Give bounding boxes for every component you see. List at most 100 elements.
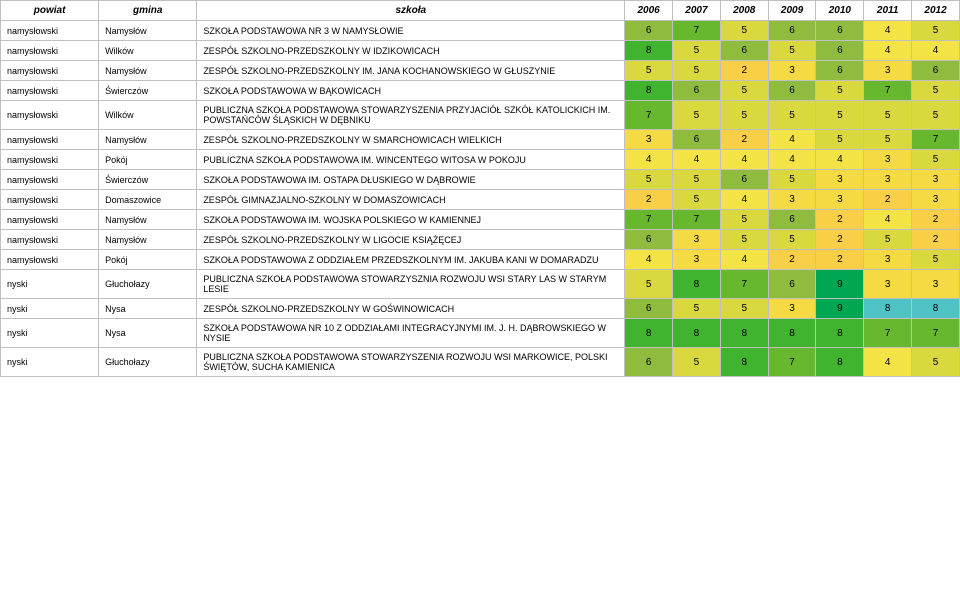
cell-year-value: 2 bbox=[720, 61, 768, 81]
cell-year-value: 5 bbox=[673, 190, 721, 210]
cell-year-value: 8 bbox=[625, 319, 673, 348]
table-row: namysłowskiNamysłówSZKOŁA PODSTAWOWA NR … bbox=[1, 21, 960, 41]
table-row: namysłowskiWilkówZESPÓŁ SZKOLNO-PRZEDSZK… bbox=[1, 41, 960, 61]
table-row: namysłowskiNamysłówZESPÓŁ SZKOLNO-PRZEDS… bbox=[1, 230, 960, 250]
col-2012: 2012 bbox=[912, 1, 960, 21]
cell-year-value: 3 bbox=[768, 190, 816, 210]
cell-year-value: 4 bbox=[912, 41, 960, 61]
cell-year-value: 5 bbox=[720, 81, 768, 101]
cell-year-value: 3 bbox=[864, 150, 912, 170]
cell-year-value: 5 bbox=[912, 150, 960, 170]
col-gmina: gmina bbox=[99, 1, 197, 21]
table-row: namysłowskiŚwierczówSZKOŁA PODSTAWOWA IM… bbox=[1, 170, 960, 190]
cell-year-value: 5 bbox=[768, 230, 816, 250]
cell-szkola: PUBLICZNA SZKOŁA PODSTAWOWA STOWARZYSZNI… bbox=[197, 270, 625, 299]
cell-year-value: 7 bbox=[864, 319, 912, 348]
cell-year-value: 5 bbox=[625, 170, 673, 190]
cell-year-value: 5 bbox=[816, 81, 864, 101]
cell-year-value: 5 bbox=[720, 299, 768, 319]
table-body: namysłowskiNamysłówSZKOŁA PODSTAWOWA NR … bbox=[1, 21, 960, 377]
cell-year-value: 3 bbox=[912, 190, 960, 210]
cell-year-value: 3 bbox=[768, 299, 816, 319]
cell-szkola: ZESPÓŁ SZKOLNO-PRZEDSZKOLNY IM. JANA KOC… bbox=[197, 61, 625, 81]
cell-year-value: 3 bbox=[816, 170, 864, 190]
col-2008: 2008 bbox=[720, 1, 768, 21]
cell-szkola: SZKOŁA PODSTAWOWA NR 10 Z ODDZIAŁAMI INT… bbox=[197, 319, 625, 348]
col-2006: 2006 bbox=[625, 1, 673, 21]
cell-gmina: Nysa bbox=[99, 319, 197, 348]
cell-year-value: 4 bbox=[864, 210, 912, 230]
cell-year-value: 5 bbox=[673, 348, 721, 377]
cell-year-value: 5 bbox=[864, 230, 912, 250]
cell-szkola: ZESPÓŁ SZKOLNO-PRZEDSZKOLNY W SMARCHOWIC… bbox=[197, 130, 625, 150]
cell-year-value: 8 bbox=[816, 319, 864, 348]
cell-gmina: Wilków bbox=[99, 101, 197, 130]
cell-year-value: 3 bbox=[864, 250, 912, 270]
cell-year-value: 7 bbox=[864, 81, 912, 101]
cell-year-value: 4 bbox=[768, 130, 816, 150]
cell-gmina: Nysa bbox=[99, 299, 197, 319]
col-2007: 2007 bbox=[673, 1, 721, 21]
cell-powiat: namysłowski bbox=[1, 41, 99, 61]
cell-szkola: PUBLICZNA SZKOŁA PODSTAWOWA STOWARZYSZEN… bbox=[197, 348, 625, 377]
cell-gmina: Głuchołazy bbox=[99, 348, 197, 377]
cell-year-value: 5 bbox=[864, 101, 912, 130]
cell-gmina: Świerczów bbox=[99, 81, 197, 101]
cell-year-value: 7 bbox=[625, 101, 673, 130]
cell-year-value: 4 bbox=[625, 250, 673, 270]
cell-powiat: namysłowski bbox=[1, 81, 99, 101]
col-powiat: powiat bbox=[1, 1, 99, 21]
cell-year-value: 3 bbox=[864, 270, 912, 299]
cell-year-value: 5 bbox=[864, 130, 912, 150]
cell-year-value: 8 bbox=[816, 348, 864, 377]
cell-year-value: 5 bbox=[816, 130, 864, 150]
cell-gmina: Namysłów bbox=[99, 230, 197, 250]
cell-gmina: Domaszowice bbox=[99, 190, 197, 210]
cell-year-value: 7 bbox=[912, 130, 960, 150]
cell-year-value: 7 bbox=[912, 319, 960, 348]
cell-powiat: nyski bbox=[1, 348, 99, 377]
cell-year-value: 7 bbox=[720, 270, 768, 299]
cell-year-value: 7 bbox=[625, 210, 673, 230]
cell-year-value: 5 bbox=[912, 250, 960, 270]
cell-year-value: 6 bbox=[625, 348, 673, 377]
cell-szkola: ZESPÓŁ SZKOLNO-PRZEDSZKOLNY W GOŚWINOWIC… bbox=[197, 299, 625, 319]
cell-year-value: 3 bbox=[673, 250, 721, 270]
cell-gmina: Namysłów bbox=[99, 210, 197, 230]
cell-year-value: 6 bbox=[768, 210, 816, 230]
cell-year-value: 2 bbox=[720, 130, 768, 150]
cell-szkola: SZKOŁA PODSTAWOWA NR 3 W NAMYSŁOWIE bbox=[197, 21, 625, 41]
school-stanine-table: powiat gmina szkoła 2006 2007 2008 2009 … bbox=[0, 0, 960, 377]
table-row: nyskiGłuchołazyPUBLICZNA SZKOŁA PODSTAWO… bbox=[1, 270, 960, 299]
col-2009: 2009 bbox=[768, 1, 816, 21]
table-row: namysłowskiDomaszowiceZESPÓŁ GIMNAZJALNO… bbox=[1, 190, 960, 210]
cell-year-value: 8 bbox=[768, 319, 816, 348]
cell-year-value: 6 bbox=[720, 41, 768, 61]
cell-year-value: 6 bbox=[673, 130, 721, 150]
cell-year-value: 8 bbox=[625, 81, 673, 101]
cell-year-value: 5 bbox=[673, 299, 721, 319]
cell-year-value: 5 bbox=[912, 21, 960, 41]
cell-year-value: 4 bbox=[864, 348, 912, 377]
cell-powiat: nyski bbox=[1, 299, 99, 319]
cell-year-value: 5 bbox=[816, 101, 864, 130]
cell-year-value: 3 bbox=[673, 230, 721, 250]
cell-year-value: 9 bbox=[816, 299, 864, 319]
cell-szkola: PUBLICZNA SZKOŁA PODSTAWOWA IM. WINCENTE… bbox=[197, 150, 625, 170]
table-row: namysłowskiPokójPUBLICZNA SZKOŁA PODSTAW… bbox=[1, 150, 960, 170]
cell-year-value: 4 bbox=[720, 150, 768, 170]
cell-gmina: Namysłów bbox=[99, 130, 197, 150]
cell-year-value: 6 bbox=[768, 270, 816, 299]
cell-year-value: 2 bbox=[625, 190, 673, 210]
cell-year-value: 3 bbox=[864, 61, 912, 81]
cell-year-value: 6 bbox=[625, 230, 673, 250]
col-2011: 2011 bbox=[864, 1, 912, 21]
cell-szkola: PUBLICZNA SZKOŁA PODSTAWOWA STOWARZYSZEN… bbox=[197, 101, 625, 130]
cell-year-value: 5 bbox=[720, 230, 768, 250]
cell-year-value: 7 bbox=[768, 348, 816, 377]
cell-year-value: 5 bbox=[720, 21, 768, 41]
cell-gmina: Namysłów bbox=[99, 61, 197, 81]
cell-year-value: 4 bbox=[720, 250, 768, 270]
cell-szkola: ZESPÓŁ SZKOLNO-PRZEDSZKOLNY W LIGOCIE KS… bbox=[197, 230, 625, 250]
cell-powiat: namysłowski bbox=[1, 230, 99, 250]
